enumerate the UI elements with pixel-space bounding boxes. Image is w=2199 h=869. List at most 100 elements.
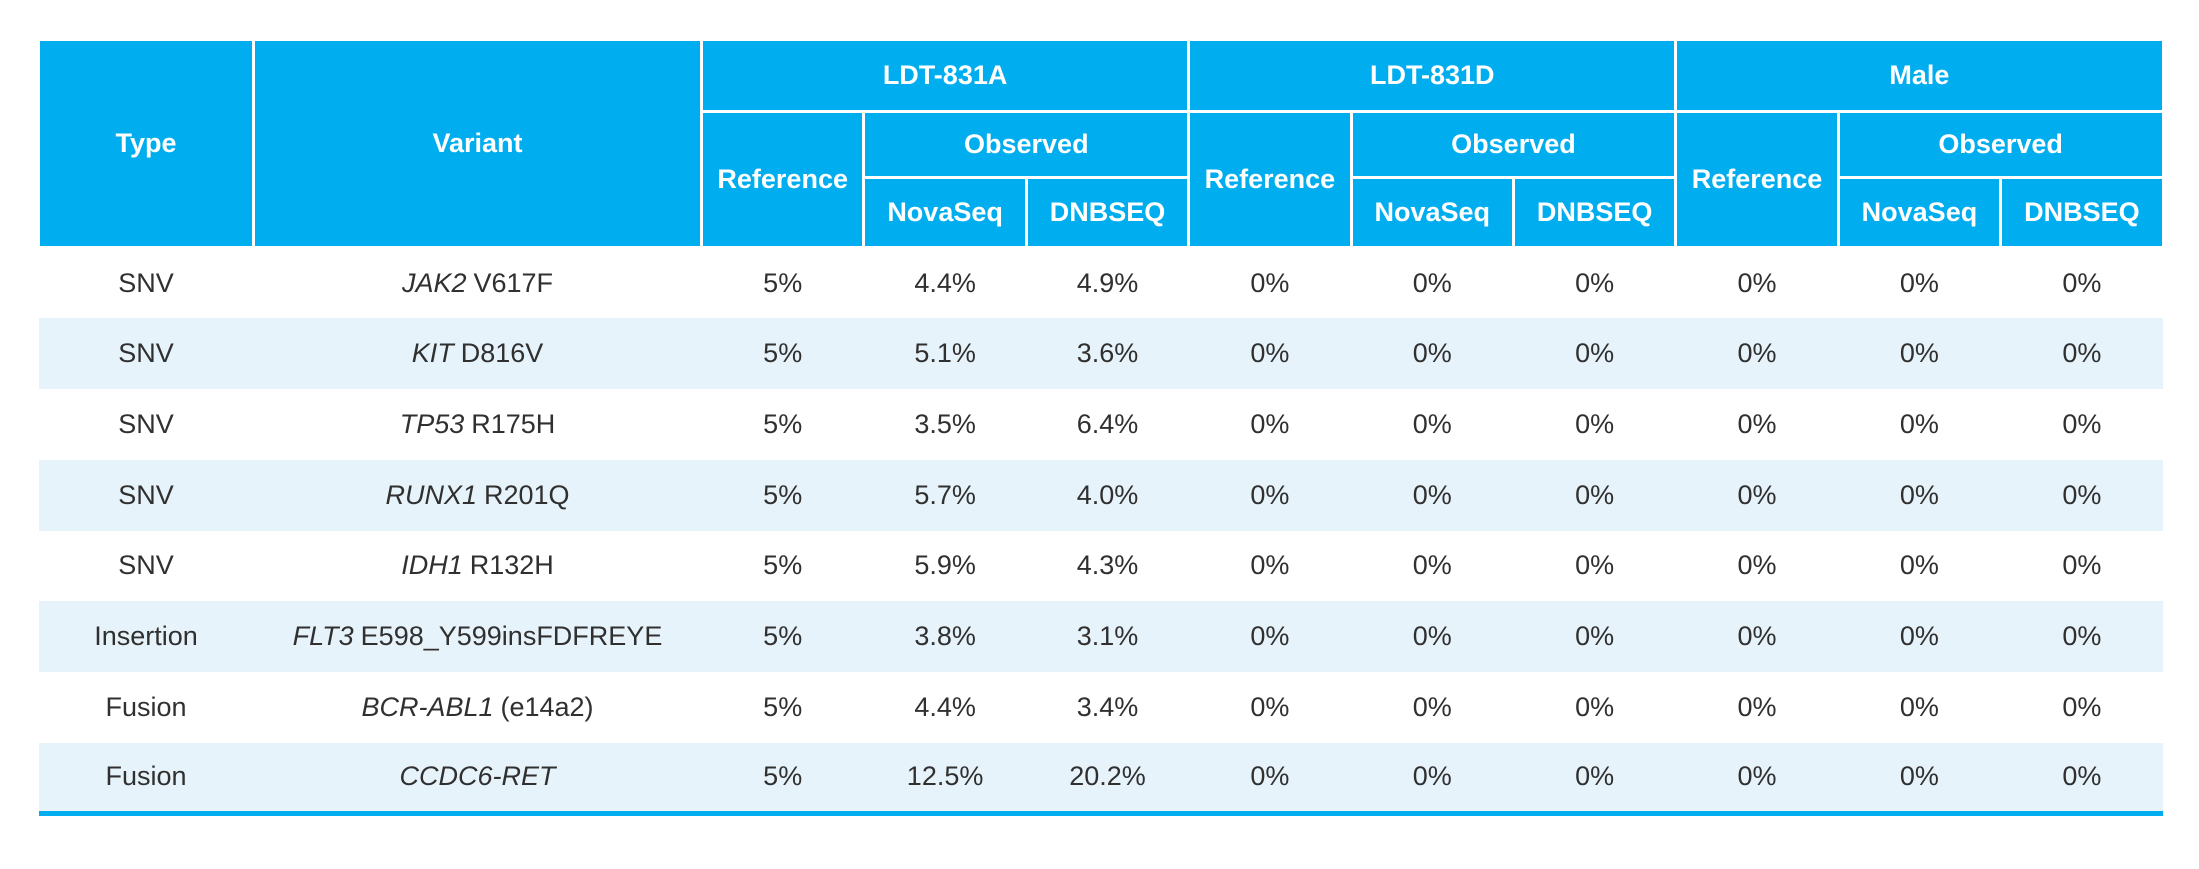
cell-value: 20.2% [1026,742,1189,816]
cell-value: 0% [1250,479,1290,510]
column-header-reference-ldt-831a: Reference [699,110,866,249]
cell-value: 0% [1250,550,1290,581]
cell-value: 0% [1351,742,1514,816]
group-header-male: Male [1674,38,2165,113]
gene-name: KIT [411,338,454,369]
cell-value: 0% [1737,338,1777,369]
variant-detail: V617F [473,268,554,299]
cell-value: 5% [763,691,803,722]
cell-value: 0% [1575,479,1615,510]
gene-name: CCDC6-RET [399,761,556,792]
gene-name: IDH1 [401,550,463,581]
cell-value: 0% [1899,338,1939,369]
column-header-novaseq-male: NovaSeq [1836,176,2003,249]
cell-variant: IDH1 R132H [254,531,702,602]
gene-name: TP53 [399,408,465,439]
table-row: SNV JAK2 V617F 5% 4.4% 4.9% 0% 0% 0% 0% 0… [38,247,2164,319]
table-body: SNV JAK2 V617F 5% 4.4% 4.9% 0% 0% 0% 0% 0… [38,247,2164,816]
cell-value: 0% [1412,479,1452,510]
cell-value: 0% [1575,268,1615,299]
cell-value: 0% [1575,338,1615,369]
table-row: SNV IDH1 R132H 5% 5.9% 4.3% 0% 0% 0% 0% 0… [38,530,2164,602]
cell-value: 0% [1737,479,1777,510]
cell-value: 0% [1737,550,1777,581]
cell-value: 0% [1412,691,1452,722]
cell-value: 5% [763,550,803,581]
cell-value: 5% [763,408,803,439]
cell-variant-type: Insertion [94,621,198,652]
table-row: Fusion CCDC6-RET 5% 12.5% 20.2% 0% 0% 0%… [38,742,2164,816]
column-header-type: Type [37,38,255,249]
cell-value: 0% [2062,338,2102,369]
variant-detail: R132H [469,550,554,581]
cell-value: 3.4% [1076,691,1139,722]
cell-value: 5% [763,268,803,299]
cell-value: 5% [763,621,803,652]
cell-variant-type: SNV [118,479,174,510]
table-row: SNV KIT D816V 5% 5.1% 3.6% 0% 0% 0% 0% 0%… [38,318,2164,389]
cell-value: 4.4% [914,691,976,722]
cell-value: 0% [2062,550,2102,581]
header-row-groups: Type Variant LDT-831A LDT-831D Male [37,38,2165,249]
cell-variant: TP53 R175H [254,389,702,460]
cell-value: 0% [1575,408,1615,439]
column-header-dnbseq-ldt-831d: DNBSEQ [1511,176,1678,249]
cell-value: 0% [1575,550,1615,581]
table-header: Type Variant LDT-831A LDT-831D Male Refe… [37,38,2165,249]
cell-variant-type: SNV [118,550,174,581]
cell-value: 0% [1188,742,1352,816]
cell-value: 0% [1899,621,1939,652]
cell-value: 0% [1737,621,1777,652]
cell-variant-type: Fusion [38,742,254,816]
cell-variant-type: Fusion [105,691,187,722]
cell-value: 5.1% [914,338,976,369]
cell-variant: CCDC6-RET [253,742,702,816]
variant-detail: E598_Y599insFDFREYE [360,621,663,652]
gene-name: JAK2 [401,268,467,299]
column-header-reference-male: Reference [1674,110,1840,249]
column-header-observed-male: Observed [1836,110,2165,179]
column-header-dnbseq-male: DNBSEQ [1999,176,2165,249]
cell-value: 4.9% [1076,268,1139,299]
cell-value: 4.3% [1076,550,1139,581]
column-header-novaseq-ldt-831d: NovaSeq [1349,176,1515,249]
column-header-observed-ldt-831d: Observed [1349,110,1678,179]
column-header-reference-ldt-831d: Reference [1187,110,1353,249]
cell-value: 0% [1899,550,1939,581]
cell-value: 0% [2062,691,2102,722]
cell-value: 0% [1250,621,1290,652]
gene-name: FLT3 [292,621,354,652]
cell-value: 0% [2062,268,2102,299]
cell-value: 0% [2000,742,2164,816]
cell-value: 0% [1513,742,1676,816]
cell-value: 5.7% [914,479,976,510]
cell-value: 5% [763,479,803,510]
cell-value: 0% [1575,691,1615,722]
cell-variant-type: SNV [118,408,174,439]
cell-value: 0% [1412,338,1452,369]
column-header-observed-ldt-831a: Observed [862,110,1191,179]
cell-value: 5% [763,338,803,369]
variant-detail: R201Q [483,479,570,510]
cell-value: 0% [1838,742,2001,816]
variant-detail: (e14a2) [500,691,594,722]
cell-value: 3.5% [914,408,976,439]
cell-value: 3.6% [1076,338,1139,369]
cell-variant-type: SNV [118,268,174,299]
cell-variant: BCR-ABL1 (e14a2) [254,672,702,743]
column-header-variant: Variant [252,38,703,249]
cell-value: 0% [1250,408,1290,439]
cell-value: 4.0% [1076,479,1139,510]
cell-value: 0% [2062,621,2102,652]
cell-value: 5.9% [914,550,976,581]
table-row: Fusion BCR-ABL1 (e14a2) 5% 4.4% 3.4% 0% 0… [38,672,2164,743]
cell-value: 3.1% [1076,621,1139,652]
cell-value: 0% [2062,479,2102,510]
cell-value: 0% [1899,268,1939,299]
cell-value: 0% [1250,691,1290,722]
header-row-reference-observed: Reference Observed Reference Observed Re… [39,110,2165,249]
cell-value: 0% [1250,338,1290,369]
cell-value: 0% [1250,268,1290,299]
cell-value: 0% [1737,408,1777,439]
